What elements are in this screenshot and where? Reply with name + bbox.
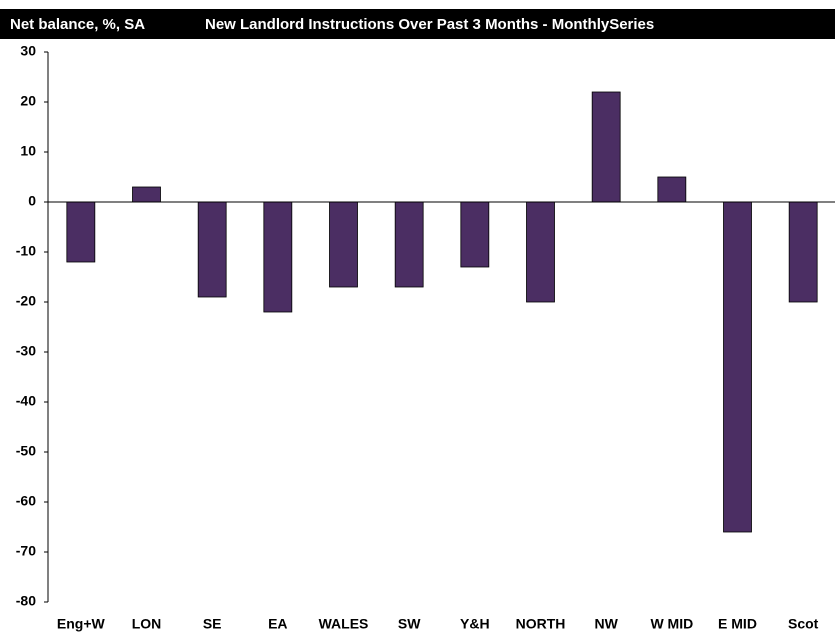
y-tick-label: -40 bbox=[16, 393, 36, 409]
y-tick-label: -70 bbox=[16, 543, 36, 559]
y-tick-label: -50 bbox=[16, 443, 36, 459]
y-tick-label: -60 bbox=[16, 493, 36, 509]
bar bbox=[723, 201, 752, 533]
x-tick-label: SW bbox=[398, 616, 421, 632]
x-tick-label: NORTH bbox=[516, 616, 566, 632]
x-tick-label: NW bbox=[595, 616, 619, 632]
chart-title: New Landlord Instructions Over Past 3 Mo… bbox=[205, 16, 654, 33]
x-tick-label: Y&H bbox=[460, 616, 490, 632]
x-tick-label: EA bbox=[268, 616, 287, 632]
bar bbox=[657, 176, 687, 203]
y-axis-label: Net balance, %, SA bbox=[10, 16, 145, 33]
x-tick-label: Eng+W bbox=[57, 616, 106, 632]
bar bbox=[591, 91, 621, 203]
x-tick-label: WALES bbox=[319, 616, 369, 632]
bar bbox=[460, 201, 490, 268]
y-tick-label: 0 bbox=[28, 193, 36, 209]
bar bbox=[197, 201, 227, 298]
x-tick-label: SE bbox=[203, 616, 222, 632]
bar bbox=[394, 201, 424, 288]
bar bbox=[66, 201, 96, 263]
y-tick-label: 30 bbox=[20, 43, 36, 59]
bar bbox=[329, 201, 358, 288]
bar bbox=[526, 201, 555, 303]
x-tick-label: W MID bbox=[650, 616, 693, 632]
y-tick-label: -20 bbox=[16, 293, 36, 309]
x-tick-label: LON bbox=[132, 616, 162, 632]
header-band bbox=[0, 9, 835, 39]
y-tick-label: -30 bbox=[16, 343, 36, 359]
y-tick-label: -80 bbox=[16, 593, 36, 609]
y-tick-label: -10 bbox=[16, 243, 36, 259]
bar bbox=[263, 201, 293, 313]
x-tick-label: Scot bbox=[788, 616, 819, 632]
y-tick-label: 20 bbox=[20, 93, 36, 109]
y-tick-label: 10 bbox=[20, 143, 36, 159]
x-tick-label: E MID bbox=[718, 616, 757, 632]
bar bbox=[132, 186, 161, 203]
bar bbox=[788, 201, 818, 303]
